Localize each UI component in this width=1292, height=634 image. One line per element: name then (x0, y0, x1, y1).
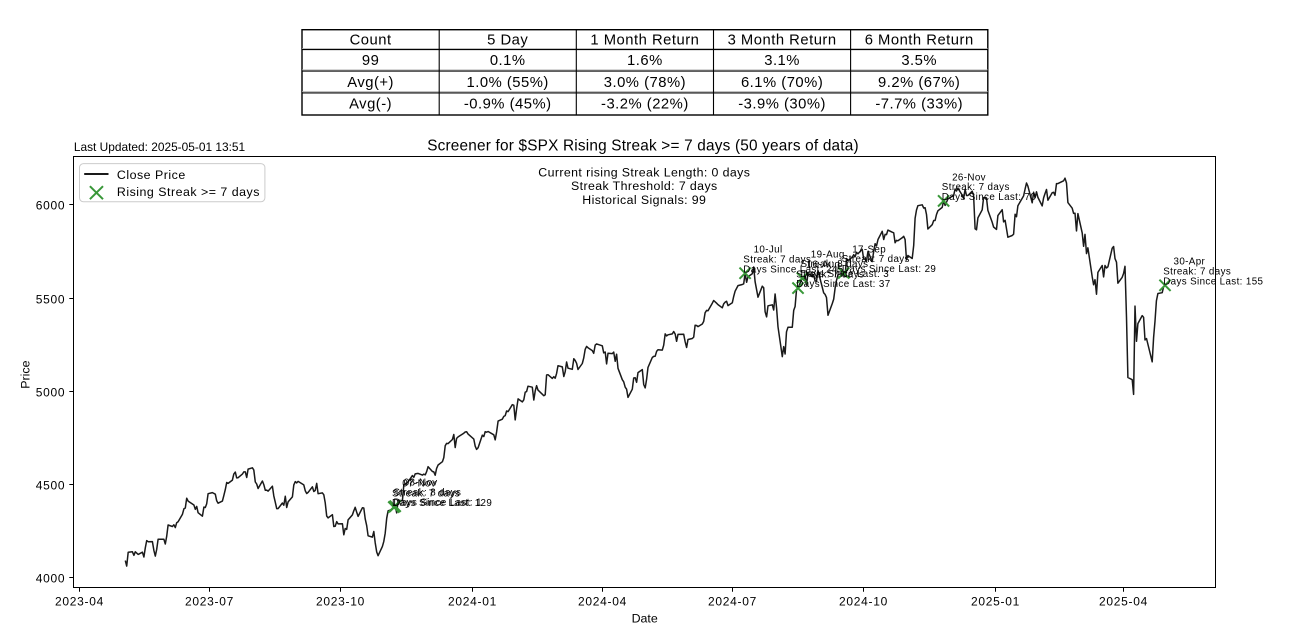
svg-text:6.1% (70%): 6.1% (70%) (741, 75, 823, 91)
svg-text:26-Nov: 26-Nov (952, 172, 986, 183)
svg-text:10-Jul: 10-Jul (754, 245, 783, 256)
svg-text:Days Since Last: 1: Days Since Last: 1 (393, 497, 482, 508)
svg-text:Avg(-): Avg(-) (349, 97, 392, 113)
svg-text:Days Since Last: 3: Days Since Last: 3 (801, 269, 890, 280)
svg-text:-0.9% (45%): -0.9% (45%) (464, 97, 552, 113)
svg-text:19-Aug: 19-Aug (811, 249, 845, 260)
svg-text:-3.2% (22%): -3.2% (22%) (601, 97, 689, 113)
svg-text:Days Since Last: 29: Days Since Last: 29 (842, 264, 936, 275)
svg-text:3.5%: 3.5% (901, 53, 937, 69)
svg-text:1.6%: 1.6% (627, 53, 663, 69)
svg-text:4500: 4500 (36, 479, 66, 493)
svg-text:2023-10: 2023-10 (316, 594, 365, 608)
svg-text:Price: Price (18, 360, 32, 388)
svg-text:Days Since Last: 37: Days Since Last: 37 (796, 279, 890, 290)
svg-text:5000: 5000 (36, 386, 66, 400)
svg-text:Days Since Last: 155: Days Since Last: 155 (1163, 276, 1263, 287)
svg-text:08-Nov: 08-Nov (404, 478, 438, 489)
svg-text:Days Since Last: 70: Days Since Last: 70 (942, 192, 1037, 203)
svg-text:Count: Count (350, 32, 392, 48)
svg-text:9.2% (67%): 9.2% (67%) (878, 75, 960, 91)
svg-text:4000: 4000 (36, 572, 66, 586)
svg-text:Streak: 7 days: Streak: 7 days (942, 182, 1010, 193)
svg-text:Streak Threshold: 7 days: Streak Threshold: 7 days (571, 179, 718, 193)
svg-text:5 Day: 5 Day (487, 32, 528, 48)
svg-text:2023-04: 2023-04 (55, 594, 104, 608)
svg-text:-7.7% (33%): -7.7% (33%) (875, 97, 963, 113)
svg-text:Rising Streak >= 7 days: Rising Streak >= 7 days (117, 185, 260, 199)
svg-text:5500: 5500 (36, 293, 66, 307)
svg-text:Streak: 8 days: Streak: 8 days (801, 259, 869, 270)
svg-text:Close Price: Close Price (117, 168, 186, 182)
svg-text:-3.9% (30%): -3.9% (30%) (738, 97, 826, 113)
svg-text:2024-07: 2024-07 (708, 594, 757, 608)
svg-text:07-Nov: 07-Nov (402, 479, 436, 490)
svg-text:2024-01: 2024-01 (448, 594, 497, 608)
svg-text:6000: 6000 (36, 199, 66, 213)
svg-text:2025-04: 2025-04 (1099, 594, 1148, 608)
svg-text:99: 99 (362, 53, 379, 69)
svg-text:Streak: 7 days: Streak: 7 days (796, 269, 864, 280)
svg-text:Days Since Last: 129: Days Since Last: 129 (392, 498, 492, 509)
svg-text:Streak: 7 days: Streak: 7 days (392, 488, 460, 499)
svg-text:3.1%: 3.1% (764, 53, 800, 69)
svg-text:Streak: 8 days: Streak: 8 days (393, 487, 461, 498)
svg-text:3 Month Return: 3 Month Return (728, 32, 837, 48)
svg-text:Date: Date (632, 611, 658, 625)
svg-text:6 Month Return: 6 Month Return (865, 32, 974, 48)
svg-text:Historical Signals: 99: Historical Signals: 99 (582, 193, 706, 207)
svg-text:30-Apr: 30-Apr (1174, 257, 1206, 268)
svg-text:Avg(+): Avg(+) (347, 75, 394, 91)
svg-text:2023-07: 2023-07 (185, 594, 234, 608)
svg-text:Streak: 7 days: Streak: 7 days (743, 254, 811, 265)
svg-text:1 Month Return: 1 Month Return (590, 32, 699, 48)
svg-text:2025-01: 2025-01 (971, 594, 1020, 608)
svg-text:17-Sep: 17-Sep (852, 244, 886, 255)
svg-text:2024-10: 2024-10 (839, 594, 888, 608)
svg-text:Streak: 7 days: Streak: 7 days (1163, 267, 1231, 278)
svg-text:Streak: 7 days: Streak: 7 days (842, 254, 910, 265)
svg-text:Screener for $SPX Rising Strea: Screener for $SPX Rising Streak >= 7 day… (427, 138, 859, 155)
svg-text:3.0% (78%): 3.0% (78%) (604, 75, 686, 91)
svg-text:Days Since Last: 245: Days Since Last: 245 (743, 264, 843, 275)
svg-text:16-Aug: 16-Aug (807, 260, 841, 271)
svg-text:2024-04: 2024-04 (578, 594, 627, 608)
svg-text:0.1%: 0.1% (490, 53, 526, 69)
svg-text:Last Updated: 2025-05-01 13:51: Last Updated: 2025-05-01 13:51 (74, 140, 246, 154)
svg-text:1.0% (55%): 1.0% (55%) (467, 75, 549, 91)
svg-text:Current rising Streak Length:: Current rising Streak Length: 0 days (538, 166, 750, 180)
